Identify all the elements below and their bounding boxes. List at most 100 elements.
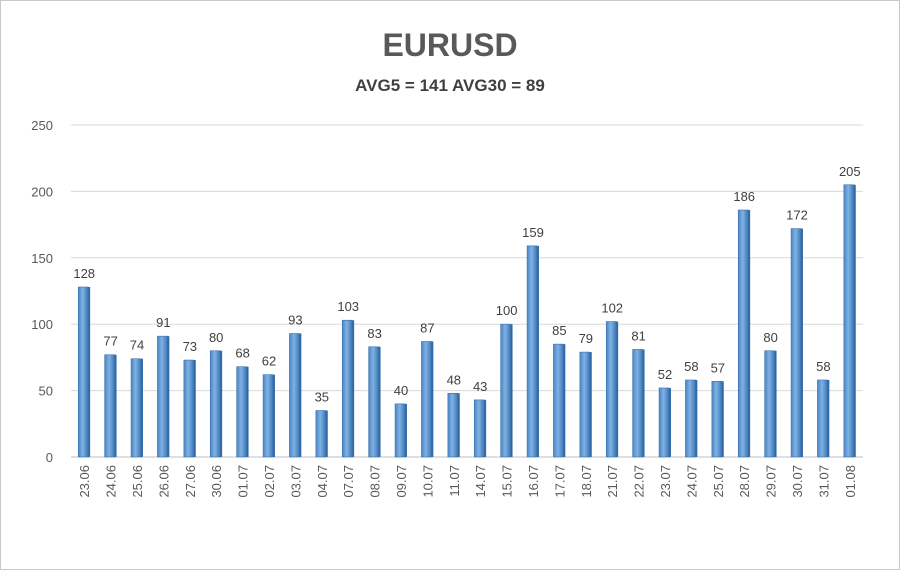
bar-shade bbox=[457, 393, 460, 457]
x-tick-label: 30.06 bbox=[209, 465, 224, 498]
bar bbox=[262, 374, 274, 458]
bar bbox=[236, 366, 247, 458]
bar-shade bbox=[563, 344, 566, 457]
x-tick-label: 10.07 bbox=[420, 465, 435, 498]
data-label: 102 bbox=[601, 301, 623, 316]
bar bbox=[605, 321, 617, 458]
bar-shade bbox=[642, 349, 645, 457]
data-label: 159 bbox=[522, 225, 544, 240]
bar-shade bbox=[193, 360, 196, 457]
gridlines bbox=[71, 124, 863, 392]
bars bbox=[77, 184, 856, 458]
bar-shade bbox=[589, 352, 592, 457]
data-label: 68 bbox=[235, 346, 249, 361]
x-tick-label: 16.07 bbox=[526, 465, 541, 498]
bar-shade bbox=[695, 379, 698, 457]
x-tick-label: 17.07 bbox=[552, 465, 567, 498]
bar bbox=[473, 399, 485, 458]
bar-shade bbox=[114, 354, 117, 457]
bar bbox=[500, 323, 511, 458]
x-tick-label: 30.07 bbox=[790, 465, 805, 498]
x-tick-label: 28.07 bbox=[737, 465, 752, 498]
bar bbox=[685, 379, 696, 458]
bar bbox=[130, 358, 142, 458]
x-tick-label: 08.07 bbox=[368, 465, 383, 498]
data-label: 74 bbox=[130, 338, 144, 353]
x-tick-label: 21.07 bbox=[605, 465, 620, 498]
x-tick-label: 22.07 bbox=[632, 465, 647, 498]
x-tick-label: 25.06 bbox=[130, 465, 145, 498]
bar-shade bbox=[88, 287, 91, 457]
bar bbox=[764, 350, 775, 458]
data-label: 103 bbox=[337, 299, 359, 314]
bar bbox=[817, 379, 828, 458]
x-tick-label: 15.07 bbox=[500, 465, 515, 498]
x-tick-label: 27.06 bbox=[183, 465, 198, 498]
bar-shade bbox=[800, 228, 803, 457]
bar-shade bbox=[404, 403, 407, 457]
data-label: 205 bbox=[839, 164, 861, 179]
data-label: 77 bbox=[103, 334, 117, 349]
bar bbox=[553, 343, 564, 458]
x-tick-label: 03.07 bbox=[288, 465, 303, 498]
bar bbox=[341, 319, 353, 458]
bar-shade bbox=[140, 358, 143, 457]
data-label: 43 bbox=[473, 379, 487, 394]
y-tick-label: 50 bbox=[39, 384, 53, 399]
x-tick-label: 24.06 bbox=[104, 465, 119, 498]
data-label: 87 bbox=[420, 320, 434, 335]
data-label: 100 bbox=[496, 303, 518, 318]
bar-shade bbox=[167, 336, 170, 457]
bar-shade bbox=[748, 209, 751, 457]
x-tick-label: 23.06 bbox=[77, 465, 92, 498]
x-tick-label: 07.07 bbox=[341, 465, 356, 498]
bar-shade bbox=[220, 350, 223, 457]
x-tick-label: 23.07 bbox=[658, 465, 673, 498]
data-label: 172 bbox=[786, 208, 808, 223]
bar bbox=[737, 209, 749, 458]
data-labels: 128 77 74 91 73 80 68 62 93 35 103 83 40 87 48 43 100 159… bbox=[73, 164, 860, 405]
data-label: 85 bbox=[552, 323, 566, 338]
bar bbox=[289, 333, 300, 458]
bar bbox=[209, 350, 221, 458]
bar-shade bbox=[721, 381, 724, 457]
data-label: 80 bbox=[209, 330, 223, 345]
chart-title: EURUSD bbox=[382, 27, 518, 63]
x-tick-label: 04.07 bbox=[315, 465, 330, 498]
x-tick-label: 31.07 bbox=[816, 465, 831, 498]
bar-shade bbox=[827, 379, 830, 457]
x-tick-label: 09.07 bbox=[394, 465, 409, 498]
bar-shade bbox=[510, 324, 513, 457]
data-label: 128 bbox=[73, 266, 95, 281]
data-label: 35 bbox=[315, 390, 329, 405]
x-tick-label: 18.07 bbox=[579, 465, 594, 498]
y-tick-label: 200 bbox=[31, 184, 53, 199]
x-tick-labels: 23.06 24.06 25.06 26.06 27.06 30.06 01.07 02.07… bbox=[77, 465, 858, 498]
bar-shade bbox=[246, 366, 249, 457]
data-label: 58 bbox=[816, 359, 830, 374]
bar bbox=[790, 228, 802, 458]
bar bbox=[315, 410, 327, 458]
data-label: 79 bbox=[579, 331, 593, 346]
chart-subtitle: AVG5 = 141 AVG30 = 89 bbox=[355, 76, 545, 95]
data-label: 58 bbox=[684, 359, 698, 374]
data-label: 73 bbox=[183, 339, 197, 354]
y-tick-label: 150 bbox=[31, 251, 53, 266]
y-tick-label: 100 bbox=[31, 317, 53, 332]
data-label: 93 bbox=[288, 312, 302, 327]
x-tick-label: 02.07 bbox=[262, 465, 277, 498]
bar bbox=[843, 184, 855, 458]
bar-shade bbox=[352, 320, 355, 457]
bar-shade bbox=[484, 399, 487, 457]
bar bbox=[526, 245, 538, 458]
bar bbox=[157, 335, 168, 458]
bar-shade bbox=[668, 387, 671, 457]
x-tick-label: 01.08 bbox=[843, 465, 858, 498]
bar bbox=[579, 351, 591, 458]
data-label: 80 bbox=[763, 330, 777, 345]
data-label: 81 bbox=[631, 328, 645, 343]
bar bbox=[368, 346, 379, 458]
x-tick-label: 26.06 bbox=[156, 465, 171, 498]
